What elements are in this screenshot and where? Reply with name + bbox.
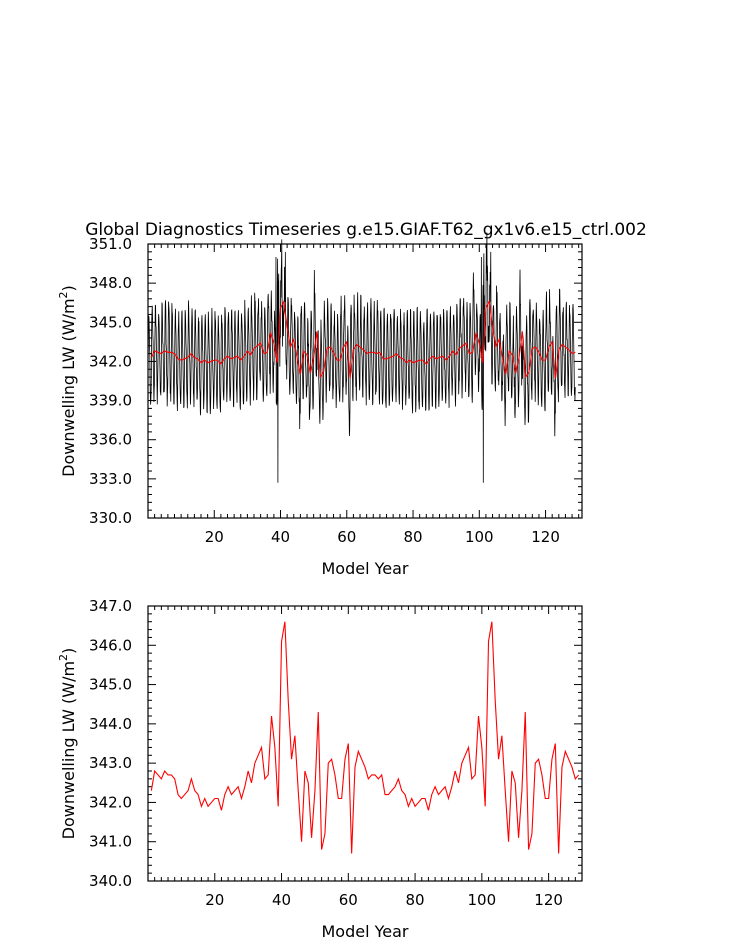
x-tick-label: 60 [337,528,356,546]
y-tick-label: 340.0 [89,872,132,890]
y-tick-label: 345.0 [89,313,132,331]
x-axis-title: Model Year [322,559,409,578]
y-tick-label: 342.0 [89,793,132,811]
y-tick-label: 345.0 [89,676,132,694]
y-tick-label: 344.0 [89,715,132,733]
y-tick-label: 351.0 [89,235,132,253]
x-tick-label: 40 [272,891,291,909]
x-tick-label: 120 [531,528,560,546]
x-tick-label: 60 [339,891,358,909]
x-tick-label: 80 [403,528,422,546]
y-tick-label: 346.0 [89,636,132,654]
y-tick-label: 348.0 [89,274,132,292]
y-tick-label: 330.0 [89,509,132,527]
bottom-panel: 20 40 60 80 100 120 340.0 341.0 342.0 343.0 344.0 3… [57,597,583,941]
monthly-series-line [147,232,576,483]
x-tick-label: 20 [205,528,224,546]
y-axis-title: Downwelling LW (W/m2) [57,648,78,840]
x-tick-label: 100 [468,891,497,909]
annual-mean-line-top [150,299,576,379]
chart-title: Global Diagnostics Timeseries g.e15.GIAF… [85,220,647,240]
y-tick-label: 333.0 [89,470,132,488]
y-tick-label: 343.0 [89,754,132,772]
y-axis-title: Downwelling LW (W/m2) [57,285,78,477]
x-tick-label: 40 [271,528,290,546]
y-tick-label: 341.0 [89,833,132,851]
x-tick-label: 80 [406,891,425,909]
plot-frame [147,605,583,882]
annual-mean-line-bottom [150,621,580,854]
y-tick-label: 342.0 [89,352,132,370]
y-tick-label: 339.0 [89,392,132,410]
x-axis-title: Model Year [322,922,409,941]
x-tick-label: 100 [465,528,494,546]
x-tick-label: 120 [534,891,563,909]
x-tick-label: 20 [205,891,224,909]
y-tick-label: 336.0 [89,431,132,449]
y-tick-label: 347.0 [89,597,132,615]
plot-frame [147,243,583,519]
top-panel: 20 40 60 80 100 120 330.0 333.0 336.0 339.0 342.0 3… [57,232,583,578]
